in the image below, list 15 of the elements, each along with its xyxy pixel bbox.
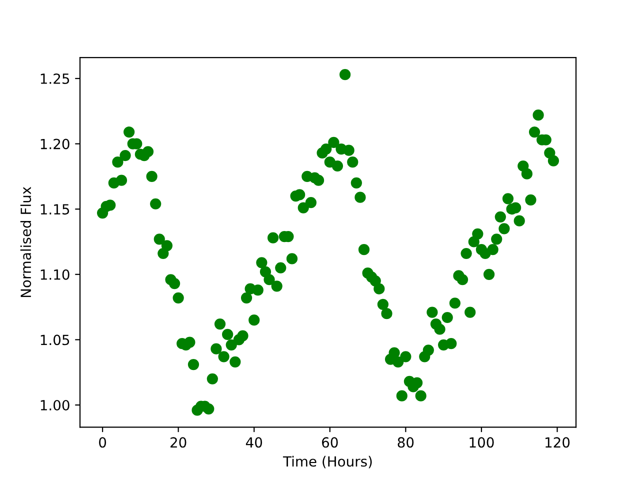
x-tick-label: 60 xyxy=(322,437,338,448)
x-axis-title: Time (Hours) xyxy=(282,456,372,468)
y-tick-label: 1.00 xyxy=(40,400,70,410)
y-tick-label: 1.20 xyxy=(40,138,70,150)
x-tick-label: 100 xyxy=(470,437,494,448)
y-axis-title: Normalised Flux xyxy=(20,186,32,298)
y-tick-label: 1.10 xyxy=(40,269,70,280)
x-tick-label: 80 xyxy=(398,437,414,448)
y-tick-label: 1.15 xyxy=(40,204,70,215)
x-tick-label: 20 xyxy=(170,437,186,448)
x-tick-label: 40 xyxy=(246,437,262,448)
x-tick-label: 0 xyxy=(99,437,106,448)
y-tick-label: 1.25 xyxy=(40,73,70,84)
y-tick-label: 1.05 xyxy=(40,334,70,346)
x-tick-label: 120 xyxy=(546,437,570,448)
